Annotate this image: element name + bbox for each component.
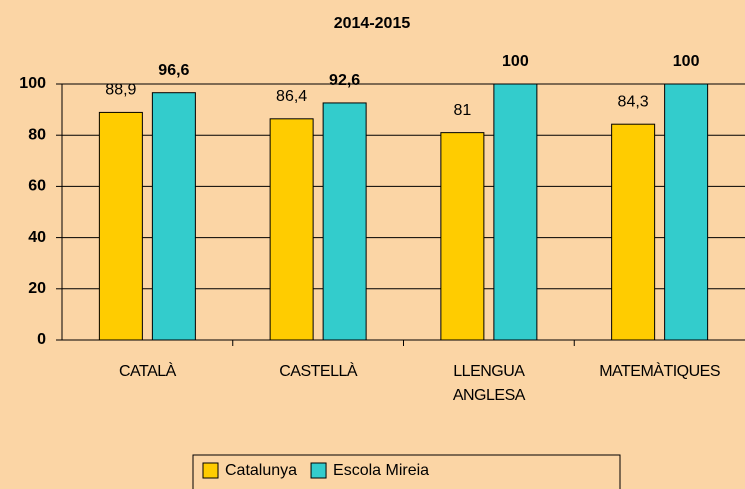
data-label: 86,4 — [276, 88, 307, 105]
data-label: 100 — [502, 53, 529, 70]
bar — [664, 83, 709, 341]
data-label: 81 — [453, 102, 471, 119]
data-label: 96,6 — [158, 62, 189, 79]
x-tick-label: MATEMÀTIQUES — [599, 363, 721, 380]
y-tick-label: 60 — [28, 178, 46, 195]
bar — [151, 92, 196, 341]
y-tick-label: 20 — [28, 280, 46, 297]
x-tick-label: LLENGUA ANGLESA — [452, 363, 526, 404]
legend-box — [192, 454, 621, 489]
bar — [269, 118, 314, 341]
legend-swatch — [202, 462, 219, 479]
chart-title: 2014-2015 — [334, 15, 411, 32]
legend-label: Escola Mireia — [333, 462, 429, 479]
legend-label: Catalunya — [225, 462, 297, 479]
bar — [440, 132, 485, 341]
y-tick-label: 0 — [37, 331, 46, 348]
legend-swatch — [310, 462, 327, 479]
bar — [493, 83, 538, 341]
y-tick-label: 100 — [19, 75, 46, 92]
data-label: 88,9 — [105, 82, 136, 99]
x-tick-label: CASTELLÀ — [279, 363, 358, 380]
y-tick-label: 80 — [28, 126, 46, 143]
bar — [322, 102, 367, 341]
bar — [611, 123, 656, 341]
x-tick-label: CATALÀ — [118, 363, 176, 380]
data-label: 84,3 — [618, 93, 649, 110]
data-label: 100 — [673, 53, 700, 70]
bar — [98, 111, 143, 341]
y-tick-label: 40 — [28, 229, 46, 246]
data-label: 92,6 — [329, 72, 360, 89]
